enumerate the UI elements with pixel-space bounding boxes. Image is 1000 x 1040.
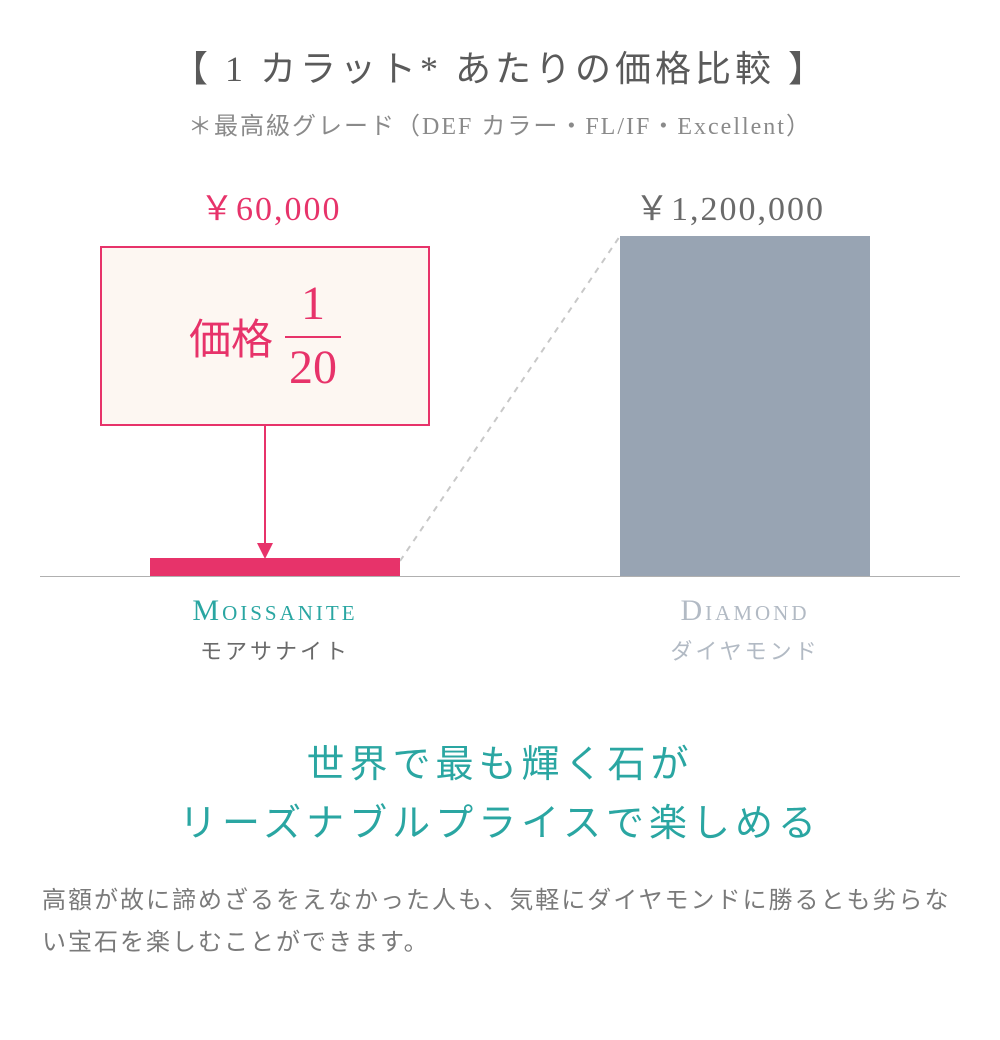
- title-sub: ＊最高級グレード（DEF カラー・FL/IF・Excellent）: [0, 106, 1000, 141]
- headline: 世界で最も輝く石が リーズナブルプライスで楽しめる: [0, 736, 1000, 854]
- price-comparison-chart: ￥60,000 ￥1,200,000 価格 1 20 Moissanite モア…: [0, 171, 1000, 621]
- fraction-denominator: 20: [289, 338, 337, 392]
- chart-baseline: [40, 576, 960, 577]
- price-fraction-callout: 価格 1 20: [100, 246, 430, 426]
- title-main: 【 1 カラット* あたりの価格比較 】: [0, 40, 1000, 92]
- fraction-numerator: 1: [285, 280, 341, 338]
- diamond-bar: [620, 236, 870, 576]
- moissanite-label-jp: モアサナイト: [125, 634, 425, 666]
- diamond-label-en: Diamond: [595, 594, 895, 628]
- headline-line1: 世界で最も輝く石が: [306, 744, 693, 786]
- diamond-price-label: ￥1,200,000: [635, 181, 825, 230]
- moissanite-price-label: ￥60,000: [200, 181, 342, 230]
- fraction-value: 1 20: [285, 280, 341, 392]
- moissanite-label-en: Moissanite: [125, 594, 425, 628]
- headline-line2: リーズナブルプライスで楽しめる: [179, 803, 821, 845]
- moissanite-bar: [150, 558, 400, 576]
- fraction-label: 価格: [189, 306, 273, 367]
- body-text: 高額が故に諦めざるをえなかった人も、気軽にダイヤモンドに勝るとも劣らない宝石を楽…: [42, 880, 958, 964]
- diamond-label-jp: ダイヤモンド: [595, 634, 895, 666]
